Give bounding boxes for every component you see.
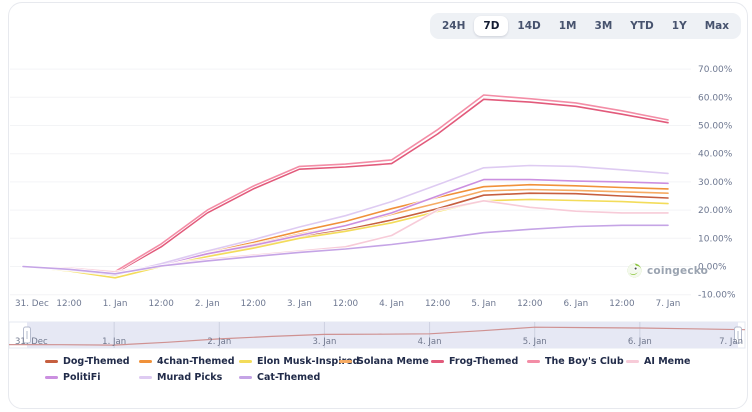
x-axis-label: 12:00: [56, 299, 82, 309]
legend-marker-icon: [45, 360, 58, 363]
legend-label: 4chan-Themed: [157, 356, 235, 367]
legend-marker-icon: [139, 360, 152, 363]
legend-label: PolitiFi: [63, 372, 101, 383]
x-axis-label: 31. Dec: [15, 299, 49, 309]
legend-marker-icon: [339, 360, 352, 363]
navigator-axis-label: 31. Dec: [15, 337, 48, 347]
range-button-7d[interactable]: 7D: [474, 16, 509, 36]
navigator-axis-label: 4. Jan: [418, 337, 442, 347]
series-line-cat-themed[interactable]: [22, 224, 669, 275]
navigator-axis-label: 1. Jan: [102, 337, 126, 347]
chart-card: 70.00% 60.00% 50.00% 40.00% 30.00% 20.00% 10.0…: [8, 2, 748, 409]
navigator-axis-label: 3. Jan: [312, 337, 336, 347]
x-axis-label: 5. Jan: [471, 299, 496, 309]
y-axis-label: 30.00%: [698, 178, 733, 188]
range-button-3m[interactable]: 3M: [594, 20, 613, 32]
watermark-label: coingecko: [647, 264, 709, 277]
legend-marker-icon: [239, 360, 252, 363]
x-axis-label: 12:00: [517, 299, 543, 309]
legend-item-politifi[interactable]: PolitiFi: [45, 371, 139, 384]
y-axis-label: -10.00%: [698, 291, 736, 301]
y-axis-label: 60.00%: [698, 93, 733, 103]
range-button-ytd[interactable]: YTD: [630, 20, 654, 32]
category-performance-chart[interactable]: 70.00% 60.00% 50.00% 40.00% 30.00% 20.00% 10.0…: [9, 3, 749, 408]
navigator-axis-label: 7. Jan: [719, 337, 743, 347]
series-halo: [21, 191, 670, 277]
coingecko-logo-icon: [627, 263, 642, 278]
legend-marker-icon: [45, 376, 58, 379]
x-axis-label: 1. Jan: [103, 299, 128, 309]
x-axis-label: 12:00: [149, 299, 175, 309]
legend-marker-icon: [139, 376, 152, 379]
series-line-ai-meme[interactable]: [22, 200, 669, 273]
y-axis-label: 70.00%: [698, 65, 733, 75]
x-axis-label: 6. Jan: [563, 299, 588, 309]
legend-label: Murad Picks: [157, 372, 223, 383]
legend-item-ai-meme[interactable]: AI Meme: [626, 355, 739, 368]
series-halo: [21, 93, 670, 274]
range-button-max[interactable]: Max: [704, 20, 729, 32]
x-axis-label: 12:00: [241, 299, 267, 309]
x-axis-label: 7. Jan: [656, 299, 681, 309]
legend-item-frog-themed[interactable]: Frog-Themed: [431, 355, 527, 368]
chart-legend: Dog-Themed 4chan-Themed Elon Musk-Inspired…: [9, 355, 747, 384]
legend-label: Frog-Themed: [449, 356, 519, 367]
legend-item-elon-musk-inspired[interactable]: Elon Musk-Inspired: [239, 355, 359, 368]
navigator-axis-label: 5. Jan: [523, 337, 547, 347]
legend-label: Solana Meme: [357, 356, 429, 367]
legend-item-murad-picks[interactable]: Murad Picks: [139, 371, 239, 384]
navigator-series-line: [9, 326, 746, 346]
legend-marker-icon: [239, 376, 252, 379]
range-button-1m[interactable]: 1M: [558, 20, 577, 32]
y-axis-label: 0.00%: [698, 263, 727, 273]
legend-label: Dog-Themed: [63, 356, 130, 367]
legend-marker-icon: [626, 360, 639, 363]
range-button-14d[interactable]: 14D: [517, 20, 541, 32]
legend-item-dog-themed[interactable]: Dog-Themed: [45, 355, 139, 368]
series-line-the-boy-s-club[interactable]: [22, 94, 669, 273]
legend-item-the-boy-s-club[interactable]: The Boy's Club: [527, 355, 626, 368]
legend-label: The Boy's Club: [545, 356, 624, 367]
legend-marker-icon: [527, 360, 540, 363]
legend-item-solana-meme[interactable]: Solana Meme: [339, 355, 431, 368]
x-axis-label: 4. Jan: [379, 299, 404, 309]
x-axis-label: 3. Jan: [287, 299, 312, 309]
y-axis-label: 10.00%: [698, 234, 733, 244]
range-selector: 24H 7D 14D 1M 3M YTD 1Y Max: [429, 13, 741, 39]
y-axis-label: 50.00%: [698, 122, 733, 132]
legend-item-4chan-themed[interactable]: 4chan-Themed: [139, 355, 239, 368]
y-axis-label: 20.00%: [698, 206, 733, 216]
navigator-axis-label: 6. Jan: [628, 337, 652, 347]
x-axis-label: 12:00: [333, 299, 359, 309]
series-line-frog-themed[interactable]: [22, 98, 669, 274]
coingecko-watermark: coingecko: [627, 263, 708, 278]
legend-label: Elon Musk-Inspired: [257, 356, 360, 367]
y-axis-label: 40.00%: [698, 150, 733, 160]
legend-label: Cat-Themed: [257, 372, 321, 383]
legend-marker-icon: [431, 360, 444, 363]
legend-item-cat-themed[interactable]: Cat-Themed: [239, 371, 339, 384]
x-axis-label: 12:00: [609, 299, 635, 309]
range-button-1y[interactable]: 1Y: [671, 20, 687, 32]
range-button-24h[interactable]: 24H: [441, 20, 466, 32]
series-line-elon-musk-inspired[interactable]: [22, 198, 669, 279]
legend-label: AI Meme: [644, 356, 691, 367]
series-line-dog-themed[interactable]: [22, 192, 669, 276]
x-axis-label: 2. Jan: [195, 299, 220, 309]
x-axis-label: 12:00: [425, 299, 451, 309]
navigator-axis-label: 2. Jan: [207, 337, 231, 347]
